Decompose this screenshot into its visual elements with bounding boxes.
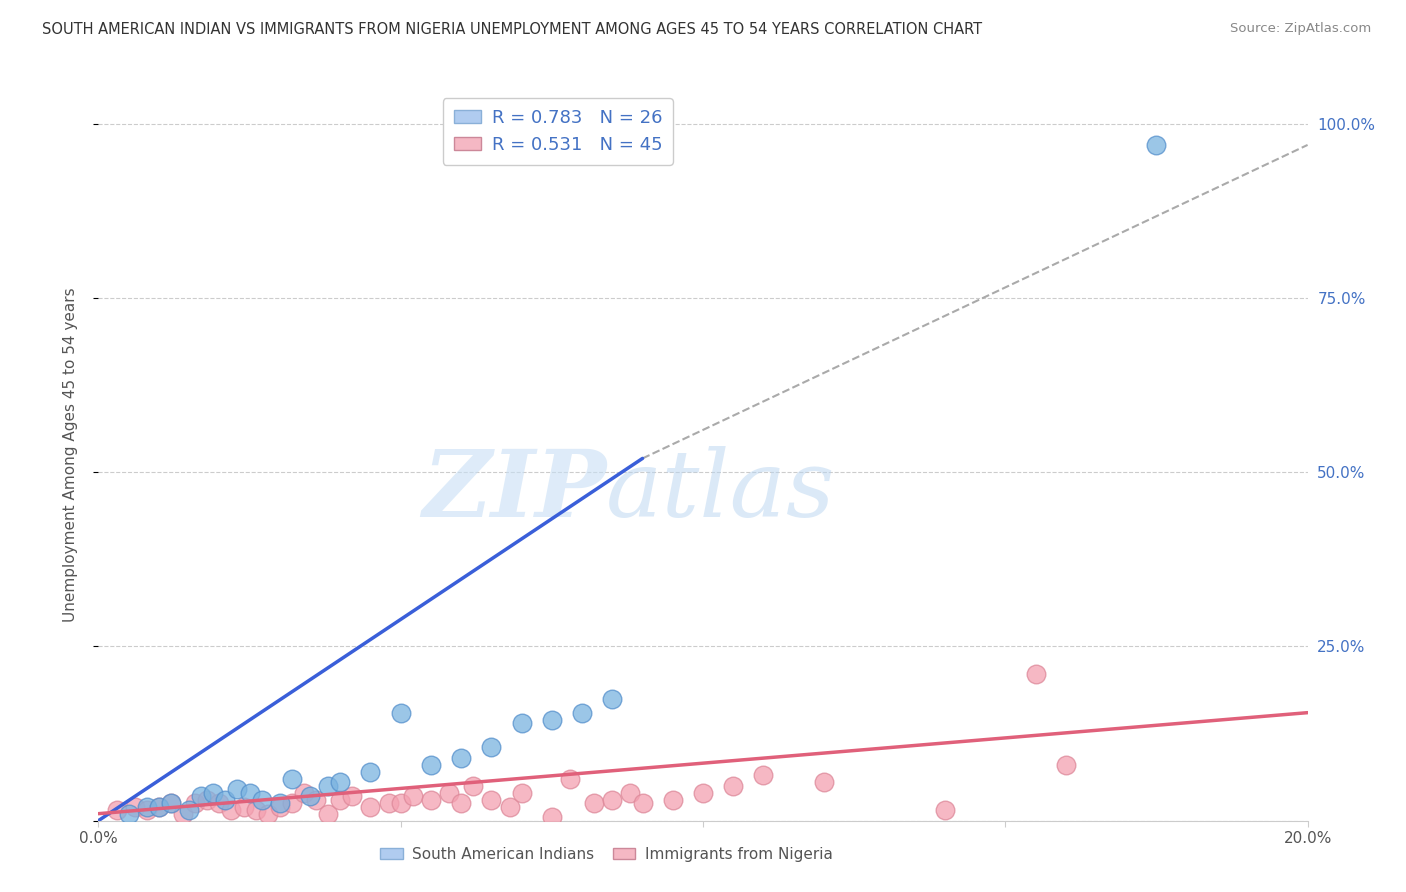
Point: [105, 803, 128, 817]
Point: [232, 799, 254, 814]
Point: [1054, 758, 1077, 772]
Point: [360, 799, 382, 814]
Point: [498, 799, 520, 814]
Point: [540, 713, 562, 727]
Point: [190, 789, 212, 804]
Point: [692, 786, 714, 800]
Point: [510, 716, 533, 731]
Point: [250, 793, 273, 807]
Point: [583, 796, 606, 810]
Point: [377, 796, 399, 810]
Point: [540, 810, 562, 824]
Point: [135, 799, 157, 814]
Text: atlas: atlas: [606, 447, 835, 536]
Point: [752, 768, 775, 782]
Point: [124, 799, 146, 814]
Point: [256, 806, 278, 821]
Point: [221, 803, 243, 817]
Point: [269, 796, 291, 810]
Point: [463, 779, 485, 793]
Point: [813, 775, 835, 789]
Point: [299, 789, 322, 804]
Point: [160, 796, 183, 810]
Point: [316, 806, 339, 821]
Point: [195, 793, 218, 807]
Point: [245, 803, 267, 817]
Point: [631, 796, 654, 810]
Point: [450, 796, 472, 810]
Point: [360, 764, 382, 779]
Point: [389, 706, 412, 720]
Point: [437, 786, 460, 800]
Point: [316, 779, 339, 793]
Point: [281, 796, 304, 810]
Point: [1024, 667, 1046, 681]
Point: [389, 796, 412, 810]
Point: [481, 793, 503, 807]
Point: [619, 786, 641, 800]
Point: [558, 772, 581, 786]
Text: ZIP: ZIP: [422, 447, 606, 536]
Y-axis label: Unemployment Among Ages 45 to 54 years: Unemployment Among Ages 45 to 54 years: [63, 287, 77, 623]
Point: [602, 691, 624, 706]
Point: [450, 751, 472, 765]
Point: [402, 789, 425, 804]
Point: [208, 796, 231, 810]
Point: [172, 806, 194, 821]
Point: [571, 706, 593, 720]
Point: [602, 793, 624, 807]
Point: [118, 806, 141, 821]
Point: [202, 786, 225, 800]
Point: [160, 796, 183, 810]
Point: [148, 799, 170, 814]
Point: [510, 786, 533, 800]
Text: SOUTH AMERICAN INDIAN VS IMMIGRANTS FROM NIGERIA UNEMPLOYMENT AMONG AGES 45 TO 5: SOUTH AMERICAN INDIAN VS IMMIGRANTS FROM…: [42, 22, 983, 37]
Point: [214, 793, 236, 807]
Point: [226, 782, 249, 797]
Point: [1144, 137, 1167, 152]
Point: [420, 793, 443, 807]
Point: [281, 772, 304, 786]
Point: [329, 793, 352, 807]
Point: [662, 793, 685, 807]
Point: [239, 786, 262, 800]
Point: [269, 799, 291, 814]
Point: [723, 779, 745, 793]
Point: [420, 758, 443, 772]
Point: [934, 803, 956, 817]
Point: [329, 775, 352, 789]
Point: [481, 740, 503, 755]
Point: [305, 793, 328, 807]
Point: [148, 799, 170, 814]
Text: Source: ZipAtlas.com: Source: ZipAtlas.com: [1230, 22, 1371, 36]
Point: [184, 796, 207, 810]
Point: [292, 786, 315, 800]
Legend: South American Indians, Immigrants from Nigeria: South American Indians, Immigrants from …: [374, 840, 838, 868]
Point: [179, 803, 201, 817]
Point: [135, 803, 157, 817]
Point: [342, 789, 364, 804]
